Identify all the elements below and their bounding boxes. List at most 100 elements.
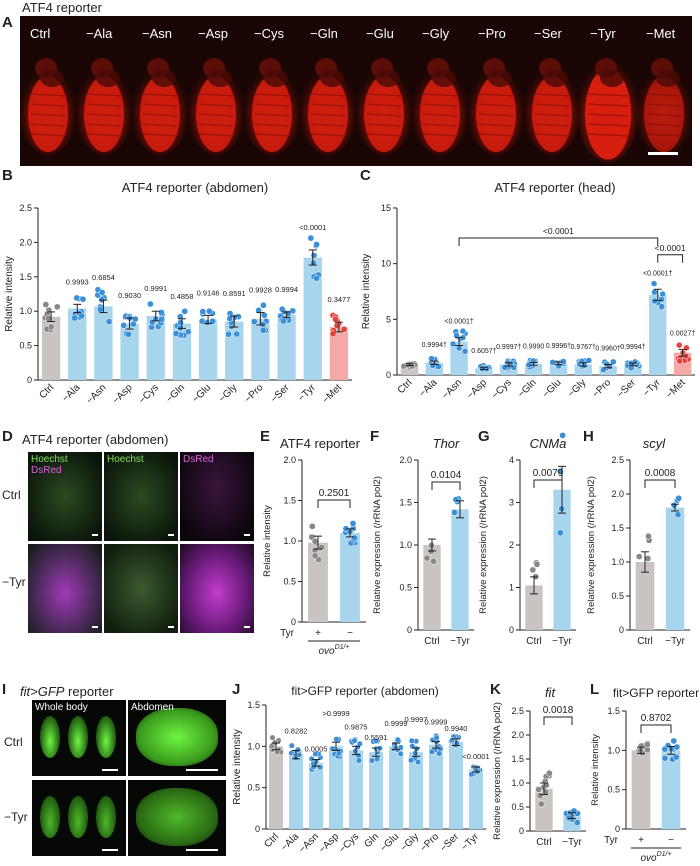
x-axis-prefix: Tyr	[604, 835, 619, 846]
data-point	[131, 315, 139, 323]
gfp-image-tile	[32, 780, 126, 856]
x-tick-label: −Gly	[399, 831, 422, 854]
x-tick-label: Ctrl	[262, 831, 281, 850]
fly-stripe	[422, 93, 458, 97]
fly-thorax	[488, 69, 512, 87]
fly-stripe	[86, 133, 122, 137]
panel-d-grid: Hoechst DsRed Hoechst DsRed	[28, 452, 254, 634]
data-point	[415, 759, 422, 766]
data-point	[510, 364, 518, 371]
y-tick-label: 2.5	[511, 706, 524, 716]
fly-stripe	[646, 93, 682, 97]
panel-a-label: Ctrl	[30, 26, 51, 41]
fly-stripe	[30, 93, 66, 97]
bar	[553, 489, 571, 630]
panel-a-label: −Cys	[254, 26, 284, 41]
data-point	[311, 552, 319, 560]
fly-stripe	[30, 103, 66, 107]
x-tick-label: −Glu	[378, 831, 401, 854]
p-value-label: 0.5591	[365, 733, 388, 742]
fly-stripe	[254, 133, 290, 137]
y-tick-label: 0.5	[399, 583, 412, 593]
chart-j: fit>GFP reporter (abdomen) 0 0.5 1.0 1.5 Rela…	[232, 684, 490, 855]
significance-bracket	[317, 499, 351, 508]
fly-stripe	[310, 123, 346, 127]
x-tick-label: −Asn	[84, 382, 108, 406]
fly-stripe	[142, 113, 178, 117]
x-tick-label: Ctrl	[536, 837, 552, 848]
p-value-label: 0.6854	[92, 273, 115, 282]
panel-a-label: −Asp	[198, 26, 228, 41]
significance-bracket	[431, 481, 461, 490]
y-tick-label: 2.0	[511, 730, 524, 740]
significance-bracket	[657, 254, 684, 263]
fly-gfp	[40, 796, 60, 838]
bar	[429, 744, 443, 829]
data-point	[501, 364, 509, 371]
bar	[251, 318, 270, 380]
data-point	[53, 303, 61, 311]
fly-gfp	[96, 716, 116, 758]
data-point	[449, 736, 456, 744]
p-value-label: 0.9146	[197, 288, 220, 297]
panel-letter-i: I	[2, 681, 7, 698]
fly-stripe	[478, 103, 514, 107]
gfp-image-tile: Abdomen	[128, 700, 226, 776]
chart-title: CNMa	[530, 436, 567, 451]
data-point	[372, 737, 380, 744]
data-point	[351, 534, 359, 542]
data-point	[172, 330, 180, 337]
x-tick-label: −Tyr	[296, 382, 318, 404]
data-point	[449, 340, 457, 348]
bar	[451, 509, 469, 630]
panel-a-label: −Ala	[86, 26, 113, 41]
fly-stripe	[534, 103, 570, 107]
data-point	[461, 348, 469, 355]
y-tick-label: 0	[509, 625, 514, 635]
fly-stripe	[646, 113, 682, 117]
x-tick-label: −Ser	[615, 377, 638, 400]
p-value-label: 0.0027†	[670, 330, 695, 337]
p-value-label: <0.0001	[299, 223, 326, 232]
data-point	[120, 322, 127, 329]
y-tick-label: 1	[509, 583, 514, 593]
bar	[449, 742, 463, 829]
data-point	[435, 363, 442, 370]
x-tick-label: Ctrl	[526, 636, 542, 647]
chart-f: Thor 0 0.5 1.0 1.5 2.0 Relative expression (/r…	[372, 436, 474, 647]
fly-stripe	[646, 103, 682, 107]
x-tick-label: −Tyr	[641, 377, 663, 399]
chart-title: ATF4 reporter (head)	[494, 180, 615, 195]
micrograph-tile: DsRed	[180, 452, 254, 541]
panel-a-label: −Gly	[422, 26, 450, 41]
fly-stripe	[198, 103, 234, 107]
data-point	[355, 757, 362, 764]
panel-d-row-tyr: −Tyr	[2, 575, 26, 589]
x-tick-label: −Ala	[279, 831, 301, 853]
scale-bar	[186, 849, 218, 851]
fly-stripe	[422, 103, 458, 107]
fly-thorax	[600, 69, 624, 87]
panel-i-row-tyr: −Tyr	[4, 810, 28, 824]
p-value-label: 0.9030	[118, 291, 141, 300]
y-tick-label: 5	[386, 314, 391, 324]
panel-letter-j: J	[232, 681, 241, 698]
y-tick-label: 1.5	[611, 523, 624, 533]
x-tick-label: −Gly	[217, 382, 240, 405]
y-tick-label: 1.5	[247, 700, 260, 710]
data-point	[658, 296, 665, 303]
data-point	[676, 357, 683, 365]
p-value-label: 0.9960†	[595, 345, 620, 352]
data-point	[374, 756, 381, 763]
bar	[649, 294, 667, 375]
panel-a-label: −Met	[646, 26, 676, 41]
fly-stripe	[366, 133, 402, 137]
data-point	[428, 355, 435, 362]
y-tick-label: 1.0	[511, 778, 524, 788]
data-point	[296, 751, 303, 758]
panel-letter-c: C	[360, 167, 371, 184]
scale-bar	[168, 626, 174, 628]
y-tick-label: 2.0	[19, 237, 32, 247]
panel-i-title-italic: fit>GFP	[20, 684, 65, 699]
fly-stripe	[254, 113, 290, 117]
